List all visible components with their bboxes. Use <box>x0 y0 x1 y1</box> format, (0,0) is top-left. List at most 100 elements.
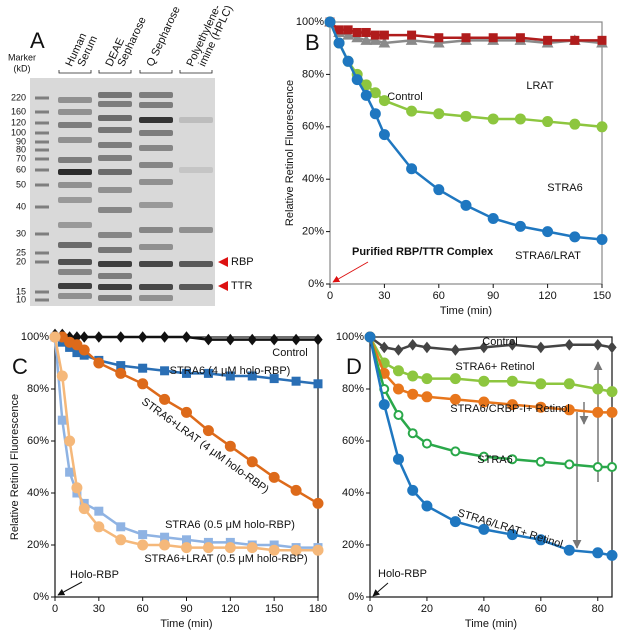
series-label: STRA6 (4 μM holo-RBP) <box>170 365 291 377</box>
point <box>421 391 433 403</box>
gel-band <box>98 247 132 253</box>
x-tick-label: 30 <box>93 603 105 615</box>
point <box>268 471 280 483</box>
point <box>407 30 417 40</box>
point <box>421 500 433 512</box>
annotation: Purified RBP/TTR Complex <box>352 246 494 258</box>
point <box>407 388 419 400</box>
gel-band <box>139 145 173 151</box>
marker-title: (kD) <box>14 63 31 73</box>
annotation-arrow <box>57 581 83 596</box>
point <box>514 113 526 125</box>
point <box>351 31 364 43</box>
y-tick-label: 40% <box>302 173 324 185</box>
point <box>159 393 171 405</box>
point <box>160 366 170 376</box>
point <box>203 368 213 378</box>
gel-band <box>35 121 49 125</box>
lane-bracket <box>139 70 173 74</box>
series-label: STRA6 <box>547 182 582 194</box>
series-label: STRA6+ Retinol <box>455 361 534 373</box>
y-tick-label: 0% <box>348 591 364 603</box>
point <box>181 331 192 343</box>
point <box>506 399 518 411</box>
lane-bracket <box>58 70 92 74</box>
lane-bracket <box>179 70 213 74</box>
gel-band <box>35 260 49 264</box>
point <box>405 34 418 45</box>
point <box>79 331 89 343</box>
gel-band <box>98 142 132 148</box>
series-label: Control <box>482 336 517 348</box>
point <box>393 344 404 356</box>
point <box>202 542 214 554</box>
gel-band <box>98 232 132 238</box>
point <box>378 95 390 107</box>
band-label: RBP <box>231 256 254 268</box>
panel-label: D <box>346 354 362 379</box>
point <box>543 35 553 45</box>
marker-size: 160 <box>11 106 26 116</box>
gel-band <box>35 140 49 144</box>
gel-band <box>139 261 173 267</box>
point <box>449 393 461 405</box>
gel-band <box>58 97 92 103</box>
point <box>369 108 381 120</box>
gel-band <box>98 127 132 133</box>
gel-band <box>139 202 173 208</box>
marker-size: 20 <box>16 256 26 266</box>
y-tick-label: 100% <box>21 331 49 343</box>
gel-band <box>179 117 213 123</box>
x-tick-label: 0 <box>327 290 333 302</box>
marker-size: 120 <box>11 117 26 127</box>
gel-band <box>98 169 132 175</box>
point <box>535 456 546 467</box>
point <box>432 36 445 48</box>
point <box>478 523 490 535</box>
point <box>461 33 471 43</box>
point <box>449 516 461 528</box>
gel-band <box>35 232 49 236</box>
panel-label: A <box>30 28 45 53</box>
marker-size: 60 <box>16 164 26 174</box>
point <box>535 401 547 413</box>
point <box>607 462 617 472</box>
band-pointer <box>218 257 228 267</box>
y-tick-label: 100% <box>296 16 324 28</box>
point <box>392 365 404 377</box>
point <box>535 378 547 390</box>
point <box>478 396 490 408</box>
point <box>247 371 257 381</box>
point <box>343 25 353 35</box>
point <box>450 446 461 457</box>
point <box>225 333 235 346</box>
band-pointer <box>218 281 228 291</box>
point <box>596 233 608 245</box>
point <box>64 435 76 447</box>
point <box>379 341 389 354</box>
point <box>202 425 214 437</box>
marker-size: 40 <box>16 201 26 211</box>
y-tick-label: 80% <box>302 68 324 80</box>
point <box>378 399 390 411</box>
x-tick-label: 150 <box>593 290 611 302</box>
y-tick-label: 20% <box>342 539 364 551</box>
gel-band <box>35 110 49 114</box>
point <box>563 404 575 416</box>
point <box>407 428 418 439</box>
x-axis-label: Time (min) <box>440 305 492 317</box>
point <box>564 459 575 470</box>
x-tick-label: 60 <box>137 603 149 615</box>
point <box>115 534 127 546</box>
gel-band <box>58 157 92 163</box>
x-tick-label: 150 <box>265 603 283 615</box>
point <box>203 333 214 346</box>
point <box>93 357 105 369</box>
point <box>487 113 499 125</box>
point <box>269 374 279 384</box>
lane-label: Q Sepharose <box>144 5 182 69</box>
point <box>324 16 336 28</box>
point <box>406 163 418 175</box>
marker-size: 15 <box>16 286 26 296</box>
point <box>596 121 608 133</box>
